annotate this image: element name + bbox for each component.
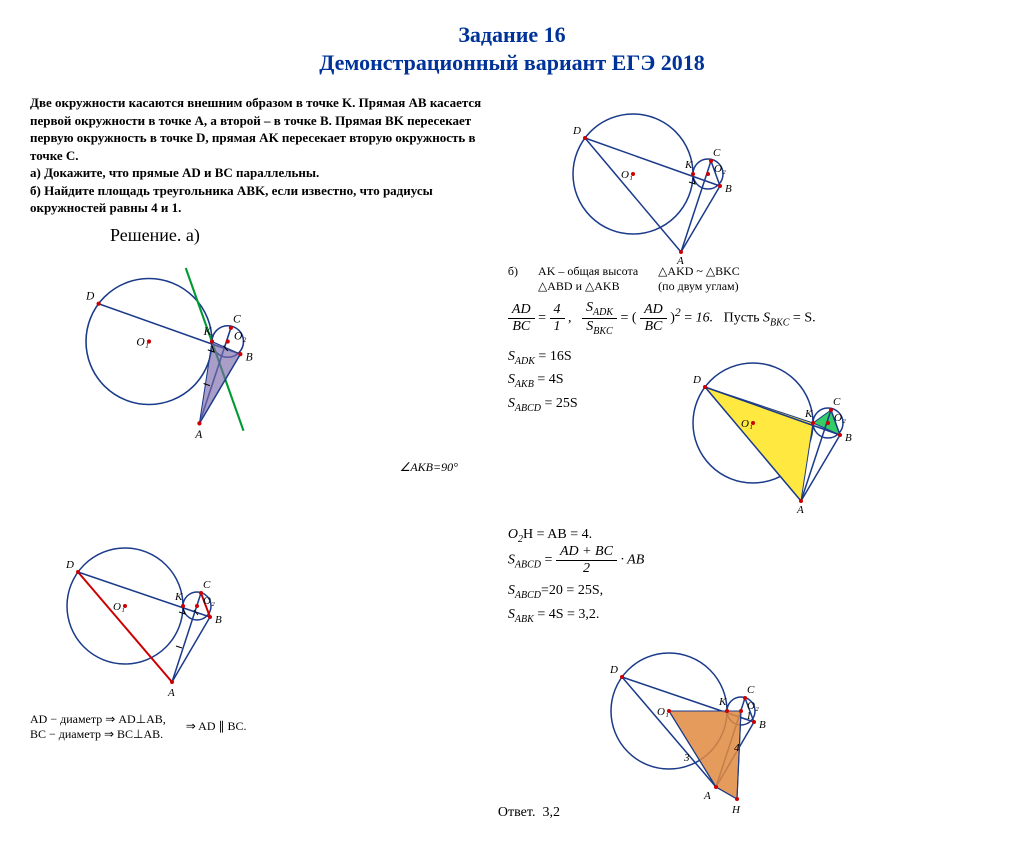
svg-text:B: B [246, 352, 253, 364]
svg-text:A: A [194, 429, 203, 441]
right-column: O₁ O₂ K D C A B б) AK – общая высота △AB… [498, 94, 994, 513]
svg-text:D: D [572, 125, 581, 137]
svg-text:B: B [215, 614, 222, 626]
svg-text:K: K [174, 591, 183, 603]
svg-text:K: K [804, 408, 813, 420]
svg-text:O₂: O₂ [714, 163, 726, 175]
svg-text:D: D [65, 559, 74, 571]
angle-note: ∠AKB=90° [30, 459, 458, 475]
svg-text:O₂: O₂ [747, 700, 759, 712]
part-b-labels: б) AK – общая высота △ABD и △AKB △AKD ~ … [508, 264, 994, 294]
svg-text:H: H [731, 804, 741, 816]
svg-text:C: C [747, 684, 755, 696]
diagram-a-diameters: O₁ O₂ K D C A B [30, 521, 260, 706]
svg-text:O₁: O₁ [657, 706, 669, 718]
svg-text:C: C [203, 579, 211, 591]
svg-text:A: A [676, 255, 684, 264]
eq-final2: SABK = 4S = 3,2. [508, 607, 994, 625]
bottom-row: O₁ O₂ K D C A B AD − диаметр ⇒ AD⊥AB, BC… [30, 521, 994, 821]
svg-text:B: B [845, 432, 852, 444]
svg-text:A: A [703, 790, 711, 802]
title-block: Задание 16 Демонстрационный вариант ЕГЭ … [30, 22, 994, 76]
problem-column: Две окружности касаются внешним образом … [30, 94, 488, 513]
svg-text:D: D [692, 374, 701, 386]
svg-text:C: C [233, 314, 241, 326]
svg-text:K: K [684, 159, 693, 171]
svg-text:B: B [725, 183, 732, 195]
svg-text:C: C [713, 147, 721, 159]
svg-text:O₁: O₁ [136, 337, 148, 349]
svg-text:O₂: O₂ [234, 331, 246, 343]
eq-final1: SABCD=20 = 25S, [508, 583, 994, 601]
solution-label: Решение. а) [110, 223, 488, 247]
diagram-a-conclusion: AD − диаметр ⇒ AD⊥AB, BC − диаметр ⇒ BC⊥… [30, 712, 488, 742]
svg-text:O₂: O₂ [203, 595, 215, 607]
svg-text:C: C [833, 396, 841, 408]
svg-text:B: B [759, 719, 766, 731]
top-row: Две окружности касаются внешним образом … [30, 94, 994, 513]
svg-text:A: A [796, 504, 804, 513]
eq-sakb: SAKB = 4S [508, 372, 648, 390]
svg-text:D: D [85, 291, 95, 303]
svg-text:O₁: O₁ [621, 169, 633, 181]
diagram-b-areas: O₁ O₂ K D C A B [658, 343, 888, 513]
svg-text:O₁: O₁ [741, 418, 753, 430]
diagram-b-top: O₁ O₂ K D C A B [538, 94, 768, 264]
eq-sabcd: SABCD = 25S [508, 396, 648, 414]
title-line1: Задание 16 [30, 22, 994, 48]
svg-text:O₁: O₁ [113, 601, 125, 613]
part-b-prefix: б) [508, 264, 518, 294]
svg-text:4: 4 [734, 742, 740, 754]
part-b-note2: △AKD ~ △BKC (по двум углам) [658, 264, 740, 294]
title-line2: Демонстрационный вариант ЕГЭ 2018 [30, 50, 994, 76]
svg-text:A: A [167, 687, 175, 699]
svg-text:3: 3 [683, 752, 690, 764]
svg-text:D: D [609, 664, 618, 676]
part-b-note1: AK – общая высота △ABD и △AKB [538, 264, 638, 294]
eq-sadk: SADK = 16S [508, 349, 648, 367]
diagram-b-trapezoid: 4 3 1 O₁ O₂ K D C A B H [574, 631, 804, 821]
svg-text:K: K [203, 326, 213, 338]
svg-text:O₂: O₂ [834, 412, 846, 424]
answer: Ответ. 3,2 [498, 805, 560, 821]
eq-ratio: ADBC = 41 , SADKSBKC = ( ADBC )2 = 16. П… [508, 300, 994, 337]
problem-text: Две окружности касаются внешним образом … [30, 94, 488, 217]
diagram-a-main: O₁ O₂ K D C A B [30, 247, 310, 457]
eq-o2h: O2H = AB = 4. SABCD = AD + BC2 · AB [508, 527, 994, 578]
svg-text:K: K [718, 696, 727, 708]
